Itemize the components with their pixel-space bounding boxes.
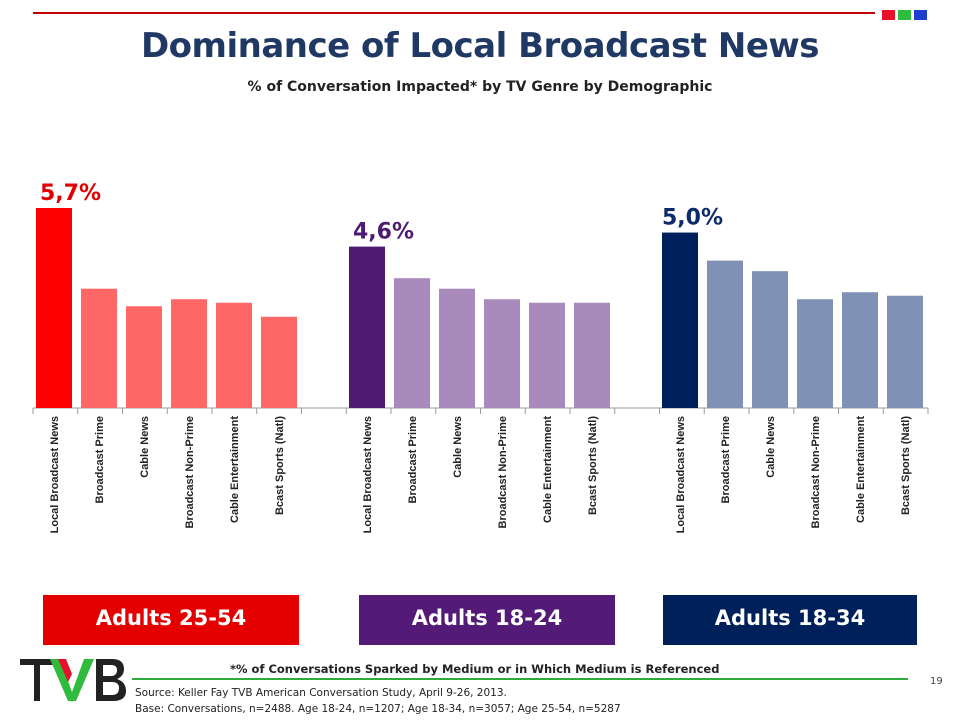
- x-tick-label: Bcast Sports (Natl): [274, 416, 286, 515]
- bar-1-3: [484, 299, 520, 408]
- group-box-adults-18-24: Adults 18-24: [359, 595, 615, 645]
- x-tick-label: Broadcast Non-Prime: [184, 416, 196, 528]
- accent-square-blue: [914, 10, 927, 20]
- bar-2-0: [662, 232, 698, 408]
- accent-square-green: [898, 10, 911, 20]
- x-tick-label: Cable Entertainment: [855, 416, 867, 523]
- accent-square-red: [882, 10, 895, 20]
- base-line: Base: Conversations, n=2488. Age 18-24, …: [135, 703, 621, 715]
- data-label-2: 5,0%: [662, 206, 723, 231]
- bar-0-1: [81, 288, 117, 408]
- page-title: Dominance of Local Broadcast News: [140, 26, 820, 66]
- x-tick-label: Cable News: [139, 416, 151, 478]
- x-tick-label: Broadcast Prime: [720, 416, 732, 503]
- group-box-adults-18-34: Adults 18-34: [663, 595, 917, 645]
- bottom-divider: [132, 678, 908, 680]
- bar-2-4: [842, 292, 878, 408]
- source-note: Source: Keller Fay TVB American Conversa…: [135, 685, 621, 717]
- x-tick-label: Cable Entertainment: [229, 416, 241, 523]
- bar-2-5: [887, 295, 923, 408]
- bar-2-2: [752, 271, 788, 408]
- bar-0-2: [126, 306, 162, 408]
- bar-1-2: [439, 288, 475, 408]
- bar-1-5: [574, 302, 610, 408]
- bar-0-0: [36, 208, 72, 408]
- x-tick-label: Broadcast Prime: [94, 416, 106, 503]
- bar-2-1: [707, 260, 743, 408]
- x-tick-label: Local Broadcast News: [675, 416, 687, 533]
- x-tick-label: Local Broadcast News: [49, 416, 61, 533]
- x-tick-label: Cable News: [452, 416, 464, 478]
- bar-1-1: [394, 278, 430, 408]
- x-tick-label: Bcast Sports (Natl): [900, 416, 912, 515]
- x-tick-label: Broadcast Non-Prime: [497, 416, 509, 528]
- bar-0-4: [216, 302, 252, 408]
- x-tick-label: Broadcast Non-Prime: [810, 416, 822, 528]
- bar-0-3: [171, 299, 207, 408]
- bar-1-0: [349, 246, 385, 408]
- bar-1-4: [529, 302, 565, 408]
- x-tick-label: Cable News: [765, 416, 777, 478]
- bar-2-3: [797, 299, 833, 408]
- page-number: 19: [930, 676, 943, 687]
- tvb-logo: [20, 659, 126, 701]
- x-tick-label: Bcast Sports (Natl): [587, 416, 599, 515]
- x-tick-label: Cable Entertainment: [542, 416, 554, 523]
- top-divider: [33, 12, 875, 14]
- data-label-1: 4,6%: [353, 220, 414, 245]
- data-label-0: 5,7%: [40, 181, 101, 206]
- x-tick-label: Broadcast Prime: [407, 416, 419, 503]
- x-tick-label: Local Broadcast News: [362, 416, 374, 533]
- page-subtitle: % of Conversation Impacted* by TV Genre …: [247, 79, 713, 95]
- group-box-adults-25-54: Adults 25-54: [43, 595, 299, 645]
- bar-0-5: [261, 316, 297, 408]
- source-line: Source: Keller Fay TVB American Conversa…: [135, 687, 507, 699]
- footnote: *% of Conversations Sparked by Medium or…: [230, 662, 720, 676]
